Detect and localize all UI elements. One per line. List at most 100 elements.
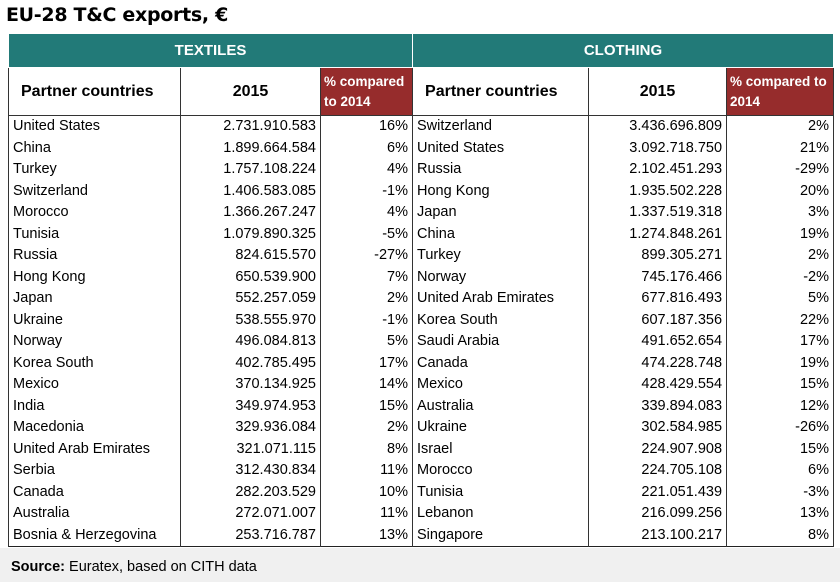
country: Turkey [8,159,181,181]
data-row: China 1.899.664.584 6% United States 3.092.7… [8,137,835,159]
country: Tunisia [412,481,590,503]
data-row: Japan 552.257.059 2% United Arab Emirates 67… [8,288,835,310]
value-2015: 1.274.848.261 [588,223,728,245]
data-row: Australia 272.071.007 11% Lebanon 216.099.25… [8,503,835,525]
country: Australia [8,503,181,525]
country: Ukraine [8,309,181,331]
value-2015: 213.100.217 [588,524,728,547]
data-row: Canada 282.203.529 10% Tunisia 221.051.439 -3… [8,481,835,503]
country: Australia [412,395,590,417]
section-title: CLOTHING [412,33,835,68]
pct-change: 4% [319,159,414,181]
data-row: Korea South 402.785.495 17% Canada 474.228.7… [8,352,835,374]
pct-change: 10% [319,481,414,503]
value-2015: 899.305.271 [588,245,728,267]
column-header: 2015 [588,67,728,116]
pct-change: 3% [726,202,835,224]
value-2015: 496.084.813 [180,331,321,353]
value-2015: 339.894.083 [588,395,728,417]
value-2015: 677.816.493 [588,288,728,310]
pct-change: 2% [319,417,414,439]
pct-change: 11% [319,460,414,482]
country: Mexico [412,374,590,396]
value-2015: 402.785.495 [180,352,321,374]
country: Hong Kong [412,180,590,202]
value-2015: 216.099.256 [588,503,728,525]
country: China [8,137,181,159]
value-2015: 2.731.910.583 [180,115,321,138]
data-row: Turkey 1.757.108.224 4% Russia 2.102.451.293… [8,159,835,181]
value-2015: 282.203.529 [180,481,321,503]
pct-change: 7% [319,266,414,288]
pct-change: 2% [319,288,414,310]
pct-change: 14% [319,374,414,396]
source-text: Euratex, based on CITH data [69,559,257,575]
country: Canada [412,352,590,374]
pct-change: 2% [726,245,835,267]
pct-change: 8% [319,438,414,460]
value-2015: 1.935.502.228 [588,180,728,202]
source: Source: Euratex, based on CITH data [11,559,257,575]
pct-change: 22% [726,309,835,331]
data-row: Mexico 370.134.925 14% Mexico 428.429.554 15% [8,374,835,396]
pct-change: -27% [319,245,414,267]
value-2015: 312.430.834 [180,460,321,482]
country: Hong Kong [8,266,181,288]
data-row: Switzerland 1.406.583.085 -1% Hong Kong 1.93… [8,180,835,202]
country: Switzerland [8,180,181,202]
country: Switzerland [412,115,590,138]
column-header: % compared to 2014 [319,67,414,116]
data-row: Hong Kong 650.539.900 7% Norway 745.176.466-… [8,266,835,288]
country: Tunisia [8,223,181,245]
value-2015: 824.615.570 [180,245,321,267]
data-row: Russia 824.615.570 -27% Turkey 899.305.271 2% [8,245,835,267]
value-2015: 1.757.108.224 [180,159,321,181]
pct-change: 8% [726,524,835,547]
country: Lebanon [412,503,590,525]
pct-change: 15% [726,374,835,396]
column-header: % compared to 2014 [726,67,835,116]
country: Korea South [8,352,181,374]
value-2015: 650.539.900 [180,266,321,288]
pct-change: 5% [726,288,835,310]
data-row: United States 2.731.910.583 16% Switzerland… [8,115,835,138]
country: United States [412,137,590,159]
pct-change: -26% [726,417,835,439]
value-2015: 538.555.970 [180,309,321,331]
country: Ukraine [412,417,590,439]
country: Morocco [412,460,590,482]
country: Norway [8,331,181,353]
pct-change: 4% [319,202,414,224]
pct-change: -2% [726,266,835,288]
header-row: Partner countries 2015 % compared to 201… [8,67,835,116]
data-row: Serbia 312.430.834 11% Morocco 224.705.108 6% [8,460,835,482]
data-row: India 349.974.953 15% Australia 339.894.083 1… [8,395,835,417]
pct-change: 15% [726,438,835,460]
country: Japan [412,202,590,224]
country: Morocco [8,202,181,224]
value-2015: 224.705.108 [588,460,728,482]
value-2015: 491.652.654 [588,331,728,353]
country: United States [8,115,181,138]
value-2015: 302.584.985 [588,417,728,439]
value-2015: 3.436.696.809 [588,115,728,138]
title: EU-28 T&C exports, € [6,4,229,26]
value-2015: 349.974.953 [180,395,321,417]
country: Serbia [8,460,181,482]
country: United Arab Emirates [412,288,590,310]
column-header: Partner countries [8,67,181,116]
value-2015: 1.079.890.325 [180,223,321,245]
pct-change: 13% [726,503,835,525]
pct-change: -1% [319,180,414,202]
data-row: Norway 496.084.813 5% Saudi Arabia 491.652.6… [8,331,835,353]
country: Turkey [412,245,590,267]
value-2015: 224.907.908 [588,438,728,460]
value-2015: 552.257.059 [180,288,321,310]
pct-change: 13% [319,524,414,547]
country: Norway [412,266,590,288]
value-2015: 1.406.583.085 [180,180,321,202]
country: Singapore [412,524,590,547]
value-2015: 253.716.787 [180,524,321,547]
section-row: TEXTILES CLOTHING [7,33,835,68]
data-row: Tunisia 1.079.890.325 -5% China 1.274.848.26… [8,223,835,245]
